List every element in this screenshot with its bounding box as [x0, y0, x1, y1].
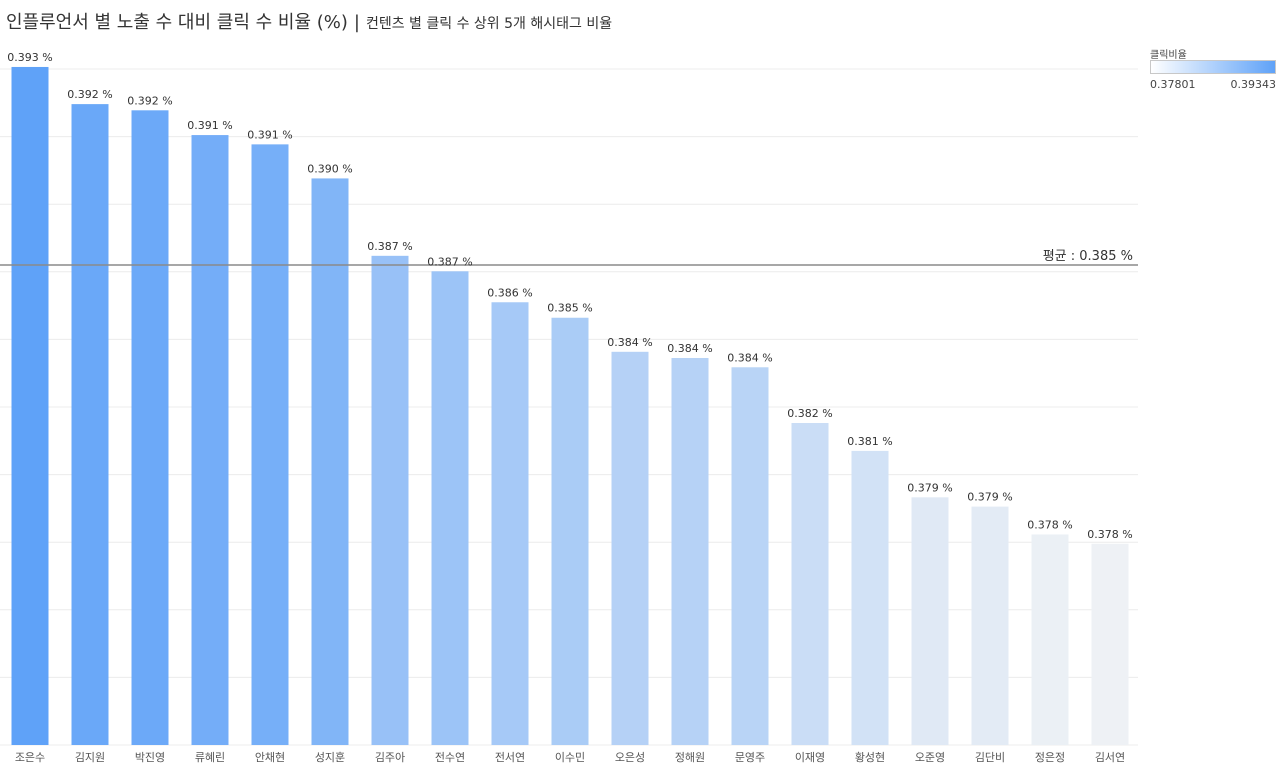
category-label: 류혜린 [195, 751, 225, 764]
category-labels: 조은수 김지원 박진영 류혜린 안채현 성지훈 김주아 전수연 전서연 이수민 오은성 정해원 문영주 이… [15, 750, 1125, 764]
value-label: 0.384 % [667, 342, 712, 355]
category-label: 김단비 [975, 751, 1005, 764]
color-legend: 클릭비율 0.37801 0.39343 [1150, 46, 1276, 91]
bar-4[interactable] [191, 135, 229, 746]
value-label: 0.391 % [247, 128, 292, 141]
bar-17[interactable] [971, 506, 1009, 745]
bar-14[interactable] [791, 423, 829, 745]
bar-16[interactable] [911, 497, 949, 745]
category-label: 이수민 [555, 751, 585, 764]
legend-labels: 0.37801 0.39343 [1150, 78, 1276, 91]
bar-10[interactable] [551, 317, 589, 745]
legend-title: 클릭비율 [1150, 50, 1187, 61]
legend-min-label: 0.37801 [1150, 78, 1196, 91]
value-label: 0.379 % [967, 491, 1012, 504]
bar-11[interactable] [611, 351, 649, 745]
chart-title: 인플루언서 별 노출 수 대비 클릭 수 비율 (%) [6, 12, 348, 33]
value-label: 0.381 % [847, 435, 892, 448]
category-label: 박진영 [135, 751, 165, 764]
bar-15[interactable] [851, 450, 889, 745]
value-label: 0.379 % [907, 481, 952, 494]
category-label: 오준영 [915, 751, 945, 764]
chart-subtitle: 컨텐츠 별 클릭 수 상위 5개 해시태그 비율 [365, 16, 613, 32]
value-label: 0.392 % [127, 94, 172, 107]
value-label: 0.391 % [187, 119, 232, 132]
category-label: 오은성 [615, 751, 645, 764]
category-label: 안채현 [255, 751, 285, 764]
category-label: 김지원 [75, 751, 105, 764]
value-label: 0.390 % [307, 162, 352, 175]
bar-13[interactable] [731, 367, 769, 745]
title-separator: | [353, 12, 360, 33]
category-label: 전서연 [495, 751, 525, 764]
value-labels: 0.393 % 0.392 % 0.392 % 0.391 % 0.391 % 0.390… [7, 51, 1132, 541]
bar-5[interactable] [251, 144, 289, 746]
bar-chart: 평균 : 0.385 % 0.393 % 0.392 % 0.392 % 0.391 … [0, 51, 1138, 764]
bar-3[interactable] [131, 110, 169, 746]
bar-2[interactable] [71, 104, 109, 746]
category-label: 성지훈 [315, 751, 345, 764]
value-label: 0.392 % [67, 88, 112, 101]
legend-gradient [1150, 60, 1276, 74]
bar-12[interactable] [671, 357, 709, 745]
category-label: 김주아 [375, 751, 405, 764]
category-label: 김서연 [1095, 751, 1125, 764]
value-label: 0.386 % [487, 286, 532, 299]
chart-title-row: 인플루언서 별 노출 수 대비 클릭 수 비율 (%) | 컨텐츠 별 클릭 수… [6, 8, 612, 36]
bar-9[interactable] [491, 302, 529, 745]
value-label: 0.385 % [547, 302, 592, 315]
average-line-group: 평균 : 0.385 % [0, 249, 1138, 266]
category-label: 정해원 [675, 750, 705, 764]
bars [11, 66, 1129, 746]
value-label: 0.393 % [7, 51, 52, 64]
bar-19[interactable] [1091, 543, 1129, 745]
category-label: 문영주 [735, 751, 765, 764]
average-label: 평균 : 0.385 % [1043, 249, 1133, 264]
value-label: 0.387 % [427, 255, 472, 268]
category-label: 조은수 [15, 751, 45, 764]
bar-1[interactable] [11, 66, 49, 746]
value-label: 0.378 % [1027, 518, 1072, 531]
category-label: 이재영 [795, 751, 825, 764]
category-label: 정은정 [1035, 751, 1065, 764]
category-label: 황성현 [855, 751, 885, 764]
value-label: 0.384 % [607, 336, 652, 349]
value-label: 0.387 % [367, 240, 412, 253]
bar-7[interactable] [371, 255, 409, 745]
value-label: 0.384 % [727, 351, 772, 364]
bar-8[interactable] [431, 271, 469, 745]
bar-6[interactable] [311, 178, 349, 746]
legend-max-label: 0.39343 [1230, 78, 1277, 91]
value-label: 0.378 % [1087, 528, 1132, 541]
value-label: 0.382 % [787, 407, 832, 420]
category-label: 전수연 [435, 751, 465, 764]
bar-18[interactable] [1031, 534, 1069, 745]
